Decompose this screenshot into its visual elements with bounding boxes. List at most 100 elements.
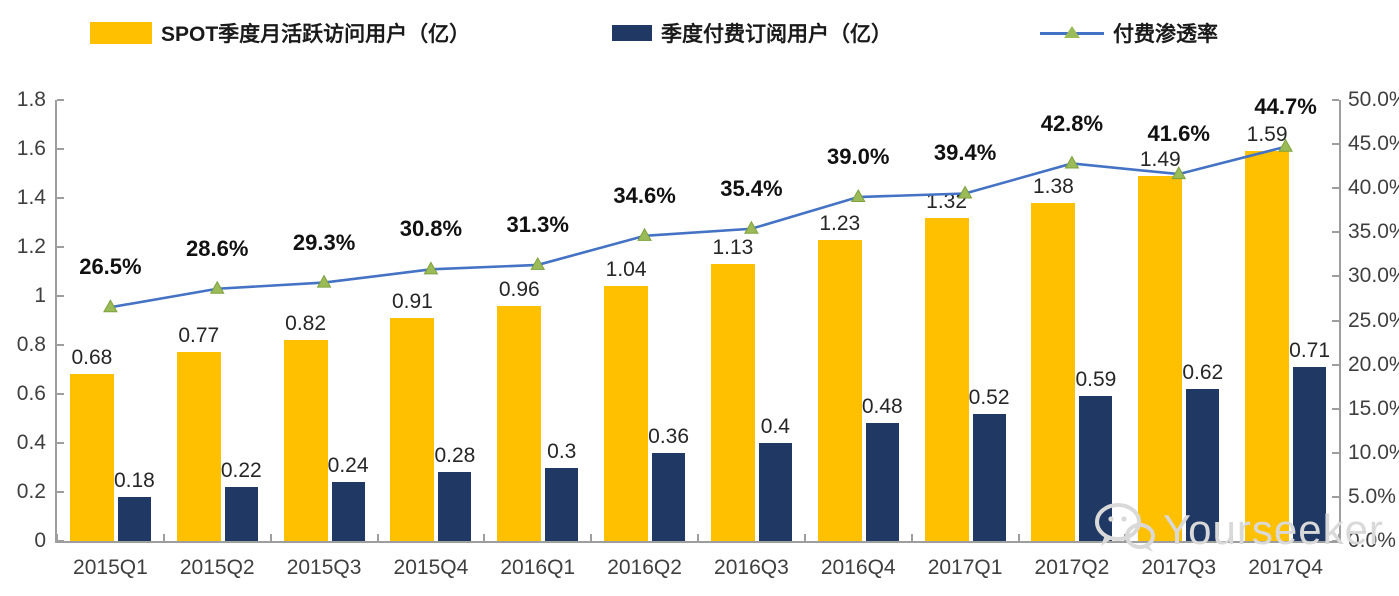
- y-axis-right-tickmark: [1332, 99, 1339, 101]
- subscribers-bar-2016Q2: [652, 452, 686, 541]
- y-axis-left-tick-label: 0.2: [16, 480, 46, 503]
- subscribers-value-label-2017Q3: 0.62: [1182, 361, 1224, 385]
- y-axis-right-tickmark: [1332, 187, 1339, 190]
- mau-value-label-2015Q3: 0.82: [285, 312, 327, 336]
- mau-value-label-2017Q1: 1.32: [926, 189, 968, 213]
- x-axis-label-2016Q2: 2016Q2: [607, 556, 682, 579]
- x-axis-label-2015Q4: 2015Q4: [393, 556, 469, 579]
- y-axis-left-tickmark: [57, 491, 64, 493]
- penetration-label-2017Q2: 42.8%: [1040, 110, 1104, 136]
- watermark: Yourseeker: [1093, 500, 1384, 559]
- subscribers-bar-2017Q1: [972, 413, 1006, 541]
- penetration-point-2015Q2: [209, 280, 225, 294]
- y-axis-right-tick-label: 30.0%: [1348, 264, 1399, 288]
- subscribers-value-label-2015Q1: 0.18: [113, 468, 155, 492]
- y-axis-right-tick-label: 15.0%: [1348, 396, 1399, 420]
- y-axis-left-tickmark: [57, 197, 64, 199]
- subscribers-value-label-2015Q4: 0.28: [434, 444, 476, 468]
- x-axis-label-2015Q1: 2015Q1: [73, 556, 148, 579]
- mau-bar-2016Q1: [497, 305, 542, 541]
- penetration-point-2016Q1: [530, 256, 546, 270]
- legend-item-mau: SPOT季度月活跃访问用户（亿）: [90, 18, 470, 48]
- subscribers-value-label-2016Q3: 0.4: [760, 415, 790, 438]
- y-axis-left-tick-label: 0.8: [16, 333, 46, 356]
- subscribers-legend-swatch: [612, 25, 652, 41]
- x-axis-label-2017Q1: 2017Q1: [927, 556, 1003, 579]
- y-axis-left-tick-label: 1.6: [16, 137, 46, 160]
- subscribers-legend-label: 季度付费订阅用户（亿）: [661, 23, 892, 46]
- x-axis-tickmark: [803, 534, 806, 541]
- y-axis-right-tickmark: [1332, 407, 1339, 410]
- y-axis-left-tickmark: [57, 295, 64, 297]
- subscribers-value-label-2017Q2: 0.59: [1075, 368, 1117, 392]
- y-axis-left-tickmark: [57, 393, 64, 395]
- y-axis-left-tickmark: [57, 540, 64, 542]
- penetration-point-2017Q2: [1064, 155, 1080, 169]
- y-axis-right-tick-label: 20.0%: [1348, 352, 1399, 376]
- y-axis-right-tick-label: 25.0%: [1348, 308, 1399, 332]
- mau-bar-2015Q4: [390, 318, 435, 541]
- subscribers-bar-2016Q4: [865, 423, 899, 541]
- mau-bar-2015Q2: [176, 352, 221, 541]
- penetration-label-2015Q2: 28.6%: [186, 235, 249, 261]
- y-axis-left-line: [55, 100, 57, 543]
- y-axis-right-tickmark: [1332, 363, 1339, 366]
- y-axis-left-tickmark: [57, 148, 64, 150]
- x-axis-label-2016Q3: 2016Q3: [714, 556, 789, 579]
- penetration-label-2017Q4: 44.7%: [1254, 93, 1317, 119]
- penetration-label-2015Q4: 30.8%: [399, 216, 463, 242]
- y-axis-right-tick-label: 50.0%: [1348, 88, 1399, 111]
- watermark-text: Yourseeker: [1163, 505, 1384, 553]
- mau-value-label-2016Q3: 1.13: [712, 236, 754, 260]
- y-axis-left-tick-label: 1: [34, 284, 46, 307]
- y-axis-left-tickmark: [57, 99, 64, 101]
- x-axis-tickmark: [590, 534, 593, 541]
- subscribers-value-label-2016Q4: 0.48: [861, 395, 903, 419]
- subscribers-value-label-2015Q2: 0.22: [220, 459, 262, 483]
- x-axis-tickmark: [697, 534, 699, 541]
- x-axis-label-2015Q3: 2015Q3: [286, 556, 362, 579]
- y-axis-right-tick-label: 45.0%: [1348, 132, 1399, 156]
- mau-value-label-2016Q2: 1.04: [605, 258, 647, 282]
- x-axis-tickmark: [269, 534, 272, 541]
- mau-value-label-2015Q4: 0.91: [391, 290, 433, 314]
- x-axis-tickmark: [1231, 534, 1234, 541]
- mau-value-label-2016Q4: 1.23: [819, 211, 861, 235]
- y-axis-right-tickmark: [1332, 451, 1339, 454]
- mau-bar-2016Q3: [710, 264, 755, 541]
- x-axis-tickmark: [56, 534, 58, 541]
- subscribers-value-label-2017Q1: 0.52: [968, 385, 1010, 409]
- mau-bar-2015Q1: [69, 374, 114, 541]
- x-axis-tickmark: [1338, 534, 1340, 541]
- subscribers-bar-2017Q4: [1293, 367, 1327, 541]
- x-axis-label-2017Q4: 2017Q4: [1248, 556, 1323, 579]
- x-axis-tickmark: [162, 534, 165, 541]
- x-axis-tickmark: [376, 534, 379, 541]
- subscribers-bar-2015Q1: [117, 496, 151, 541]
- y-axis-right-tickmark: [1332, 540, 1339, 542]
- x-axis-label-2017Q2: 2017Q2: [1034, 556, 1110, 579]
- y-axis-left-tick-label: 1.8: [16, 88, 46, 111]
- penetration-label-2017Q3: 41.6%: [1147, 121, 1210, 147]
- mau-legend-swatch: [90, 22, 152, 44]
- mau-bar-2016Q2: [604, 286, 649, 541]
- y-axis-right-tickmark: [1332, 143, 1339, 146]
- mau-value-label-2015Q2: 0.77: [178, 324, 220, 348]
- subscribers-bar-2016Q1: [545, 467, 579, 541]
- mau-value-label-2017Q4: 1.59: [1246, 123, 1288, 147]
- y-axis-left-tick-label: 0: [34, 529, 46, 552]
- mau-bar-2016Q4: [817, 239, 862, 541]
- y-axis-left-tickmark: [57, 442, 64, 444]
- subscribers-value-label-2015Q3: 0.24: [327, 454, 369, 478]
- penetration-point-2016Q3: [744, 220, 759, 234]
- subscribers-value-label-2016Q2: 0.36: [648, 424, 690, 448]
- y-axis-left-tickmark: [57, 246, 64, 248]
- penetration-point-2016Q4: [850, 189, 866, 203]
- y-axis-right-tickmark: [1332, 495, 1339, 498]
- subscribers-bar-2016Q3: [758, 443, 792, 541]
- y-axis-right-tickmark: [1332, 275, 1339, 278]
- y-axis-right-tick-label: 5.0%: [1348, 484, 1396, 508]
- y-axis-left-tick-label: 1.2: [16, 235, 46, 258]
- x-axis-tickmark: [910, 534, 913, 541]
- penetration-point-2016Q2: [637, 227, 652, 241]
